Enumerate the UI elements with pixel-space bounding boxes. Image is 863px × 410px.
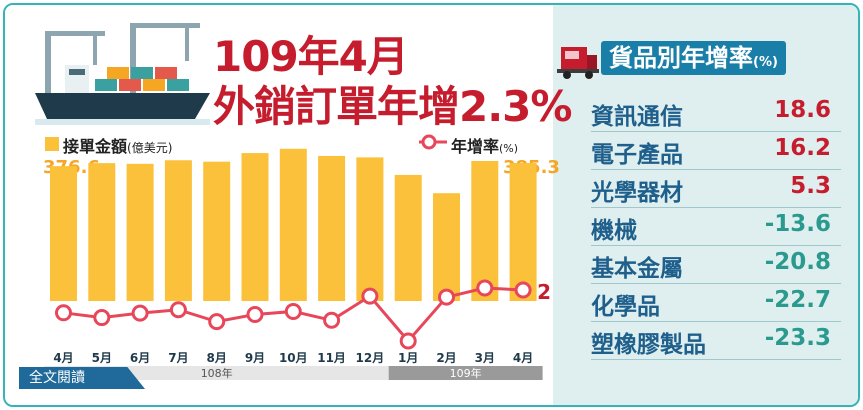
order-amount-bar [164,160,192,301]
product-name: 機械 [591,218,637,244]
order-amount-bar [241,153,269,301]
order-amount-bar [203,161,231,301]
product-growth-row: 塑橡膠製品 -23.3 [591,321,841,360]
product-growth-row: 基本金屬 -20.8 [591,245,841,284]
month-tick-label: 10月 [279,351,308,365]
month-tick-label: 8月 [207,351,227,365]
product-name: 塑橡膠製品 [591,332,706,358]
month-tick-label: 12月 [356,351,385,365]
legend-line-unit: (%) [499,142,519,155]
month-tick-label: 3月 [475,351,495,365]
growth-rate-point [246,306,264,323]
year-group-label: 109年 [450,366,482,380]
product-growth-title: 貨品別年增率(%) [601,41,786,75]
growth-rate-point [514,281,532,299]
legend-bar-label: 接單金額(億美元) [63,137,173,156]
order-amount-bar [88,163,116,301]
product-name: 光學器材 [591,180,683,206]
last-growth-value-label: 2.3 [537,280,553,304]
month-tick-label: 6月 [130,351,150,365]
order-amount-bar [356,157,384,301]
order-amount-bar [433,193,460,301]
order-amount-bar [394,174,422,301]
order-amount-bar [471,160,499,301]
legend-bar-unit: (億美元) [127,141,173,155]
growth-rate-point [93,309,111,327]
year-group-label: 108年 [201,366,233,380]
product-growth-row: 機械 -13.6 [591,207,841,246]
product-growth-value: 5.3 [790,173,831,199]
month-tick-label: 9月 [245,351,265,365]
product-growth-value: 16.2 [774,135,831,161]
product-growth-row: 化學品 -22.7 [591,283,841,322]
growth-rate-point [131,304,149,322]
growth-rate-point [476,279,494,297]
growth-rate-point [284,302,302,320]
infographic-frame: 109年4月 外銷訂單年增2.3% 接單金額(億美元) 年增率(%) 376.6… [3,3,860,407]
month-tick-label: 2月 [436,351,456,365]
product-growth-value: -22.7 [764,287,831,313]
growth-rate-point [361,287,379,305]
month-tick-label: 4月 [53,351,73,365]
product-growth-title-unit: (%) [753,55,778,70]
order-amount-bar [279,148,307,301]
order-amount-bar [318,155,346,301]
growth-rate-point [438,288,455,306]
product-growth-value: 18.6 [774,97,831,123]
truck-icon [557,47,599,79]
product-name: 電子產品 [591,142,683,168]
headline-growth: 外銷訂單年增2.3% [213,82,572,131]
product-name: 基本金屬 [591,256,683,282]
order-amount-bar [509,163,537,301]
cargo-ship-illustration [35,23,210,125]
year-group-bar [388,366,543,380]
legend-line-label: 年增率(%) [451,137,519,156]
read-full-text-button[interactable]: 全文閱讀 [19,367,145,389]
product-growth-value: -20.8 [764,249,831,275]
headline-date: 109年4月 [213,32,409,81]
legend-bar-swatch [45,137,59,151]
product-growth-row: 電子產品 16.2 [591,131,841,170]
product-growth-row: 光學器材 5.3 [591,169,841,208]
product-name: 資訊通信 [591,104,683,130]
legend-line-swatch [419,134,447,150]
product-name: 化學品 [591,294,660,320]
product-growth-value: -13.6 [764,211,831,237]
growth-rate-point [169,301,187,319]
month-tick-label: 5月 [92,351,112,365]
growth-rate-point [399,332,417,350]
export-orders-chart: 2.3 4月 5月 6月 7月 8月 9月 10月 11月 12月 1月 2月 3月 4月 108年 109年 [44,148,553,380]
month-tick-label: 11月 [317,351,346,365]
growth-rate-point [323,311,341,329]
month-tick-label: 7月 [168,351,188,365]
order-amount-bar [50,166,77,301]
month-tick-label: 4月 [513,351,533,365]
product-growth-value: -23.3 [764,325,831,351]
growth-rate-point [55,304,72,322]
product-growth-row: 資訊通信 18.6 [591,93,841,132]
month-tick-label: 1月 [398,351,418,365]
order-amount-bar [126,163,154,301]
growth-rate-point [208,313,226,331]
